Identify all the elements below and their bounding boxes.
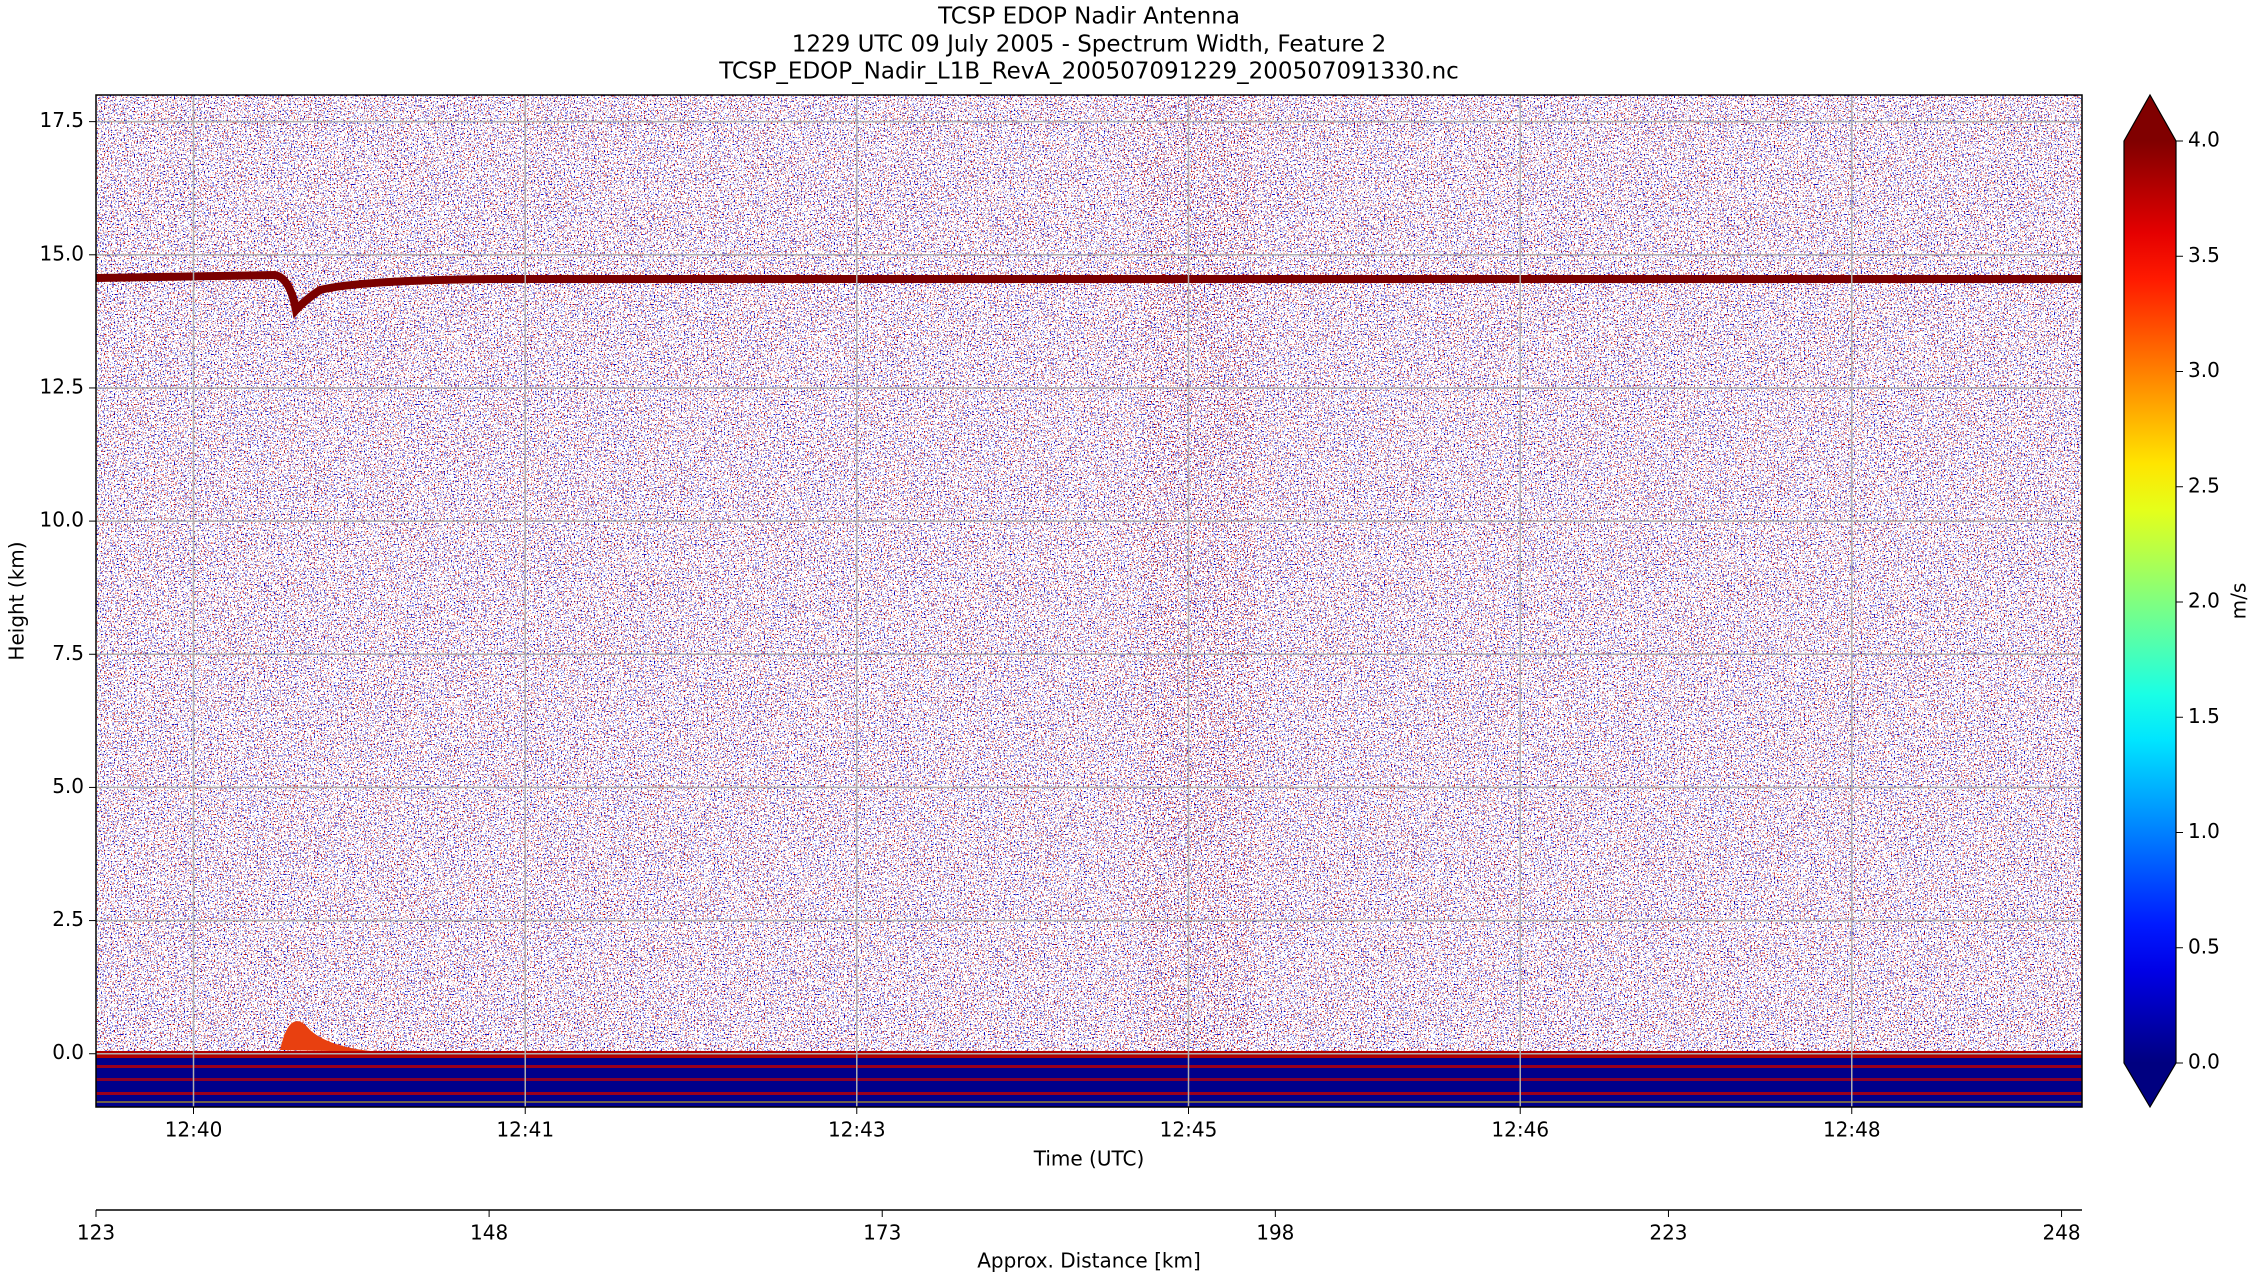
x-tick-label: 12:48 xyxy=(1823,1118,1881,1142)
colorbar-extend-max xyxy=(2124,95,2176,141)
x-tick-label: 12:43 xyxy=(828,1118,886,1142)
colorbar-tick-label: 3.5 xyxy=(2188,243,2220,267)
x2-tick-label: 248 xyxy=(2042,1221,2080,1245)
chart-subtitle: 1229 UTC 09 July 2005 - Spectrum Width, … xyxy=(792,32,1387,58)
colorbar-tick-label: 3.0 xyxy=(2188,358,2220,382)
colorbar-tick-label: 0.0 xyxy=(2188,1050,2220,1074)
x2-axis-label: Approx. Distance [km] xyxy=(977,1249,1201,1273)
y-tick-label: 15.0 xyxy=(39,241,84,265)
x2-tick-label: 148 xyxy=(470,1221,508,1245)
y-tick-label: 7.5 xyxy=(52,641,84,665)
chart-title: TCSP EDOP Nadir Antenna xyxy=(937,4,1240,30)
x2-tick-label: 223 xyxy=(1649,1221,1687,1245)
y-axis-label: Height (km) xyxy=(5,541,29,660)
colorbar-tick-label: 1.5 xyxy=(2188,704,2220,728)
y-tick-label: 10.0 xyxy=(39,508,84,532)
y-tick-label: 0.0 xyxy=(52,1040,84,1064)
y-tick-label: 2.5 xyxy=(52,907,84,931)
y-tick-label: 5.0 xyxy=(52,774,84,798)
y-tick-label: 17.5 xyxy=(39,108,84,132)
colorbar-tick-label: 0.5 xyxy=(2188,934,2220,958)
x2-tick-label: 123 xyxy=(77,1221,115,1245)
colorbar xyxy=(2124,141,2176,1063)
colorbar-label: m/s xyxy=(2227,583,2250,620)
x-tick-label: 12:45 xyxy=(1160,1118,1218,1142)
curtain-image xyxy=(96,95,2082,1107)
colorbar-tick-label: 4.0 xyxy=(2188,128,2220,152)
colorbar-extend-min xyxy=(2124,1063,2176,1107)
x2-tick-label: 173 xyxy=(863,1221,901,1245)
colorbar-tick-label: 2.0 xyxy=(2188,589,2220,613)
x-tick-label: 12:41 xyxy=(496,1118,554,1142)
x-tick-label: 12:40 xyxy=(165,1118,223,1142)
x-axis-label: Time (UTC) xyxy=(1033,1147,1145,1171)
y-tick-label: 12.5 xyxy=(39,374,84,398)
x2-tick-label: 198 xyxy=(1256,1221,1294,1245)
colorbar-tick-label: 1.0 xyxy=(2188,819,2220,843)
colorbar-tick-label: 2.5 xyxy=(2188,473,2220,497)
file-name: TCSP_EDOP_Nadir_L1B_RevA_200507091229_20… xyxy=(718,59,1459,85)
plot-frame xyxy=(95,94,2083,1108)
x-tick-label: 12:46 xyxy=(1491,1118,1549,1142)
